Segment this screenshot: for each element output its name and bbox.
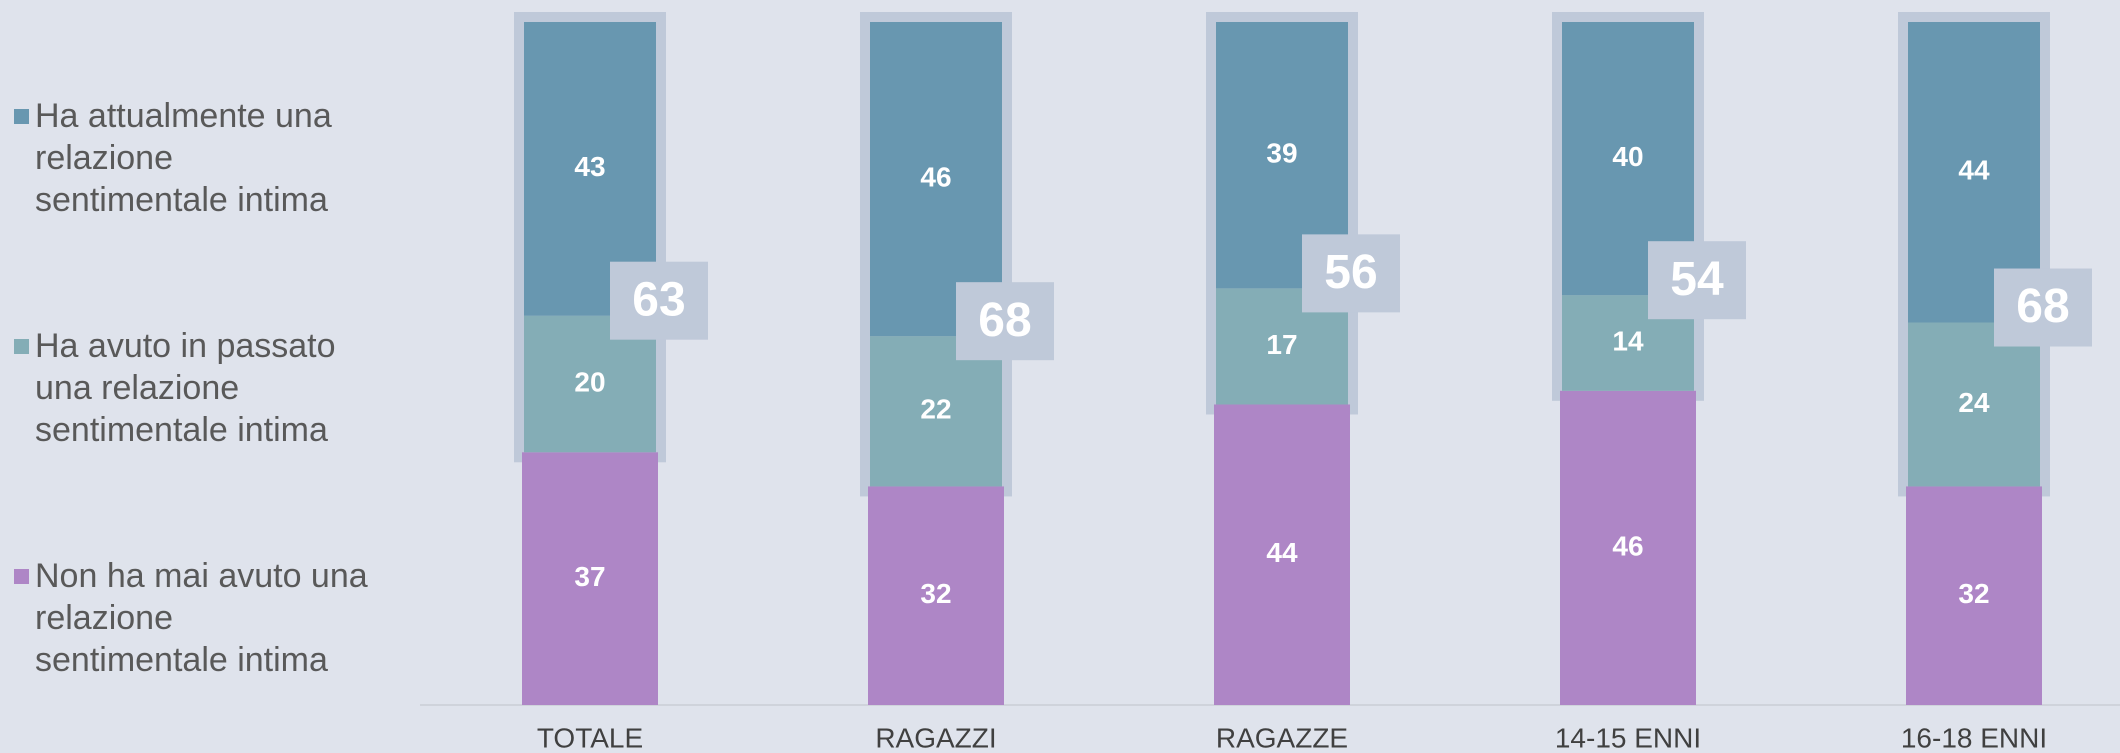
legend-item: Ha attualmente una relazione sentimental… [14,95,375,221]
data-label: 37 [574,561,605,592]
total-label: 68 [978,294,1031,347]
total-box [1302,234,1400,313]
legend-swatch [14,109,29,124]
total-box [956,282,1054,361]
legend-item: Ha avuto in passato una relazione sentim… [14,325,375,451]
total-label: 54 [1670,253,1724,306]
data-label: 17 [1266,329,1297,360]
x-tick-label: 14-15 ENNI [1555,722,1701,753]
total-label: 63 [632,273,685,326]
bar-segment [1906,486,2042,705]
bar-segment [1214,404,1350,705]
bar-segment [870,336,1002,487]
data-label: 43 [574,151,605,182]
legend-label: Non ha mai avuto una relazione sentiment… [35,557,368,679]
data-label: 39 [1266,138,1297,169]
data-label: 44 [1266,537,1298,568]
data-label: 32 [920,578,951,609]
data-label: 32 [1958,578,1989,609]
total-box [610,261,708,340]
legend-label: Ha attualmente una relazione sentimental… [35,97,332,219]
total-box [1648,241,1746,320]
x-tick-label: RAGAZZI [875,722,996,753]
data-label: 44 [1958,155,1990,186]
data-label: 40 [1612,141,1643,172]
data-label: 24 [1958,387,1990,418]
x-tick-label: 16-18 ENNI [1901,722,2047,753]
legend-swatch [14,339,29,354]
data-label: 22 [920,394,951,425]
data-label: 14 [1612,325,1644,356]
x-tick-label: RAGAZZE [1216,722,1348,753]
total-box [1994,268,2092,347]
legend-item: Non ha mai avuto una relazione sentiment… [14,555,375,681]
x-tick-label: TOTALE [537,722,643,753]
data-label: 46 [1612,530,1643,561]
total-label: 56 [1324,246,1377,299]
legend-swatch [14,569,29,584]
bar-segment [522,452,658,705]
bar-segment [1560,390,1696,705]
data-label: 20 [574,366,605,397]
bar-segment [868,486,1004,705]
bar-segment [1908,322,2040,487]
data-label: 46 [920,161,951,192]
legend-label: Ha avuto in passato una relazione sentim… [35,327,336,449]
total-label: 68 [2016,280,2069,333]
